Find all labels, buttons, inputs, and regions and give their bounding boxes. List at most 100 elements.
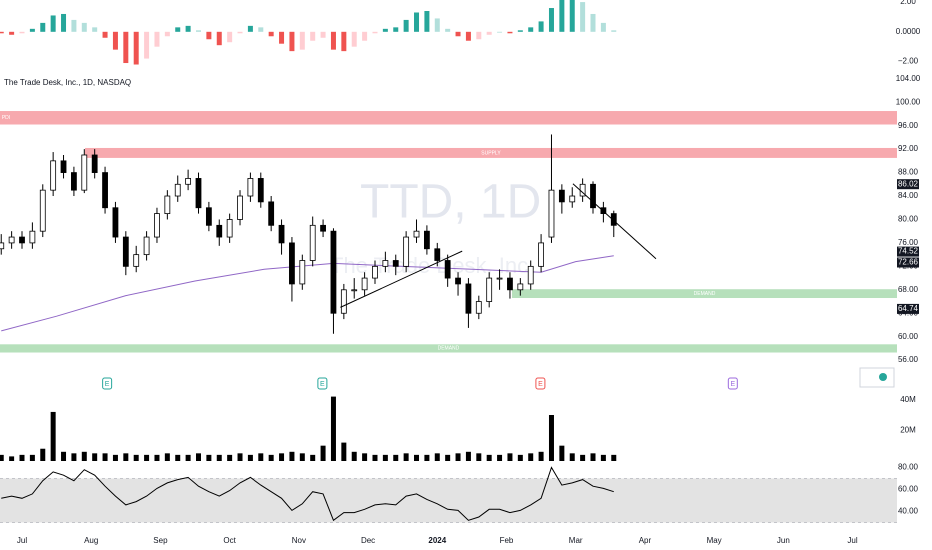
y-tick-label: 40.00 bbox=[898, 507, 919, 516]
zone-label: DEMAND bbox=[438, 346, 460, 352]
y-tick-label: 2.00 bbox=[900, 0, 916, 6]
volume-bar bbox=[258, 453, 264, 461]
candle-body bbox=[268, 201, 275, 226]
volume-bar bbox=[123, 453, 129, 461]
macd-bar bbox=[569, 0, 575, 32]
candle-body bbox=[423, 230, 430, 250]
x-tick-label: Apr bbox=[639, 536, 652, 545]
macd-bar bbox=[538, 21, 544, 32]
macd-bar bbox=[507, 31, 513, 34]
volume-bar bbox=[517, 454, 523, 461]
earnings-marker bbox=[102, 377, 113, 390]
rsi-band bbox=[0, 478, 897, 523]
macd-bar bbox=[580, 2, 586, 32]
price-badge-label: 74.52 bbox=[898, 247, 919, 256]
macd-bar bbox=[424, 11, 430, 32]
volume-bar bbox=[154, 454, 160, 461]
y-tick-label: 100.00 bbox=[896, 97, 921, 106]
macd-bar bbox=[195, 30, 201, 32]
x-tick-label: May bbox=[707, 536, 722, 545]
volume-bar bbox=[611, 454, 617, 461]
candle-body bbox=[330, 230, 337, 314]
volume-bar bbox=[538, 451, 544, 461]
y-tick-label: 20M bbox=[900, 425, 916, 434]
volume-bar bbox=[268, 454, 274, 461]
y-tick-label: 60.00 bbox=[898, 332, 919, 341]
widget-icon[interactable] bbox=[879, 373, 887, 381]
price-badge-label: 86.02 bbox=[898, 179, 919, 188]
macd-bar bbox=[517, 30, 523, 32]
y-tick-label: 60.00 bbox=[898, 485, 919, 494]
macd-bar bbox=[133, 31, 139, 65]
widget[interactable] bbox=[859, 367, 895, 388]
volume-bar bbox=[559, 445, 565, 461]
candle-body bbox=[361, 277, 368, 291]
candle-body bbox=[216, 224, 223, 238]
macd-bar bbox=[455, 31, 461, 37]
macd-bar bbox=[92, 27, 98, 32]
price-badge-label: 64.74 bbox=[898, 304, 919, 313]
volume-bar bbox=[600, 454, 606, 461]
candle-body bbox=[382, 260, 389, 267]
macd-bar bbox=[351, 31, 357, 47]
macd-bar bbox=[611, 30, 617, 32]
volume-bar bbox=[393, 454, 399, 461]
x-tick-label: Aug bbox=[84, 536, 98, 545]
trendline bbox=[340, 250, 463, 308]
y-tick-label: 68.00 bbox=[898, 285, 919, 294]
macd-bar bbox=[600, 22, 606, 32]
candle-body bbox=[558, 189, 565, 203]
y-tick-label: −2.00 bbox=[898, 57, 919, 66]
volume-bar bbox=[175, 454, 181, 461]
candle-body bbox=[455, 277, 461, 285]
volume-bar bbox=[434, 453, 440, 461]
macd-bar bbox=[50, 15, 56, 32]
candle-body bbox=[174, 183, 181, 197]
macd-bar bbox=[216, 31, 222, 46]
candle-body bbox=[434, 248, 441, 261]
earnings-label: E bbox=[730, 381, 735, 388]
earnings-marker bbox=[317, 377, 328, 390]
macd-bar bbox=[154, 31, 160, 47]
volume-bar bbox=[216, 454, 222, 461]
macd-bar bbox=[40, 22, 46, 32]
candle-body bbox=[569, 195, 576, 203]
volume-bar bbox=[279, 453, 285, 461]
widget-box[interactable] bbox=[859, 367, 895, 388]
x-tick-label: Jul bbox=[847, 536, 857, 545]
zone-label: SUPPLY bbox=[481, 150, 501, 156]
zone bbox=[0, 344, 897, 353]
y-tick-label: 104.00 bbox=[896, 74, 921, 83]
zone bbox=[0, 111, 897, 125]
volume-bar bbox=[320, 445, 326, 461]
macd-bar bbox=[465, 31, 471, 41]
candle-body bbox=[19, 236, 25, 244]
macd-bar bbox=[258, 27, 264, 32]
volume-bar bbox=[497, 454, 503, 461]
candle-body bbox=[413, 230, 420, 238]
price-badge bbox=[897, 179, 919, 190]
candle-body bbox=[340, 289, 347, 314]
volume-bar bbox=[112, 454, 118, 461]
macd-bar bbox=[123, 31, 129, 64]
candle-body bbox=[257, 178, 264, 203]
volume-bar bbox=[486, 454, 492, 461]
volume-bar bbox=[414, 454, 420, 461]
volume-bar bbox=[9, 456, 15, 461]
price-badge-label: 72.66 bbox=[898, 258, 919, 267]
macd-bar bbox=[185, 25, 191, 32]
volume-bar bbox=[362, 453, 368, 461]
volume-bar bbox=[351, 451, 357, 461]
candle-body bbox=[102, 172, 108, 209]
x-tick-label: Nov bbox=[292, 536, 306, 545]
candle-body bbox=[475, 301, 482, 314]
candle-body bbox=[289, 242, 295, 285]
volume-bar bbox=[61, 451, 67, 461]
candle-body bbox=[507, 277, 513, 291]
candle-body bbox=[465, 283, 472, 314]
volume-bar bbox=[164, 453, 170, 461]
price-badge bbox=[897, 246, 919, 257]
volume-bar bbox=[424, 454, 430, 461]
x-tick-label: Feb bbox=[500, 536, 514, 545]
